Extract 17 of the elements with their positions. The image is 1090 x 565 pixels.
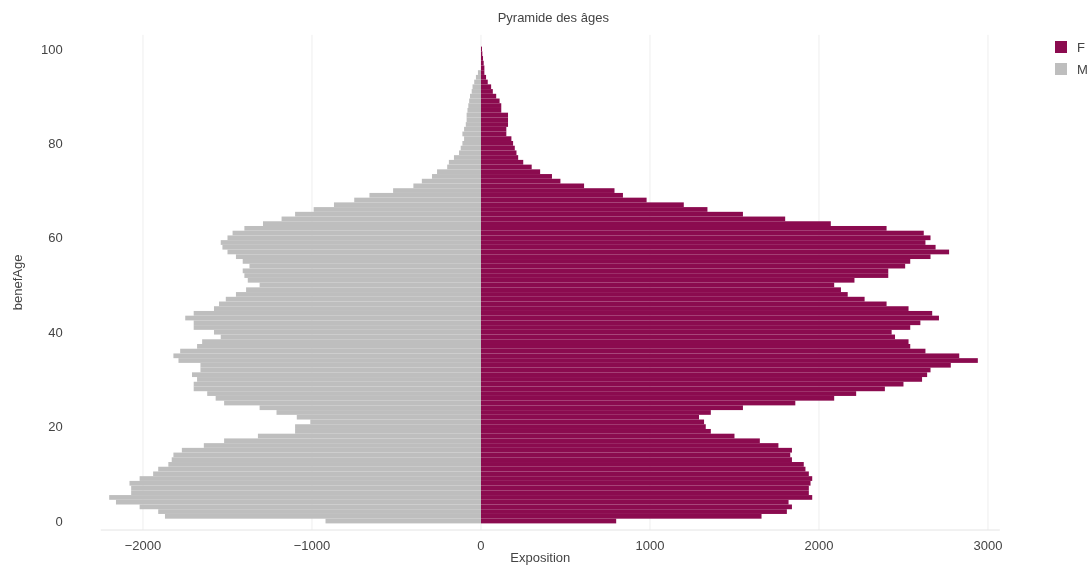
x-tick-label: −2000 bbox=[124, 538, 162, 554]
x-tick-label: 1000 bbox=[635, 538, 665, 554]
x-axis-title: Exposition bbox=[510, 550, 571, 565]
legend-label: M bbox=[1077, 61, 1088, 77]
chart-title: Pyramide des âges bbox=[497, 10, 610, 25]
y-axis-title: benefAge bbox=[10, 254, 25, 311]
y-tick-label: 40 bbox=[48, 324, 63, 340]
y-tick-label: 0 bbox=[55, 513, 63, 529]
x-tick-label: 3000 bbox=[973, 538, 1003, 554]
x-tick-label: 2000 bbox=[804, 538, 834, 554]
y-tick-label: 80 bbox=[48, 135, 63, 151]
y-tick-label: 100 bbox=[41, 41, 63, 57]
y-tick-label: 20 bbox=[48, 419, 63, 435]
y-tick-label: 60 bbox=[48, 230, 63, 246]
legend-label: F bbox=[1077, 39, 1085, 55]
x-tick-label: 0 bbox=[477, 538, 485, 554]
x-tick-label: −1000 bbox=[293, 538, 331, 554]
